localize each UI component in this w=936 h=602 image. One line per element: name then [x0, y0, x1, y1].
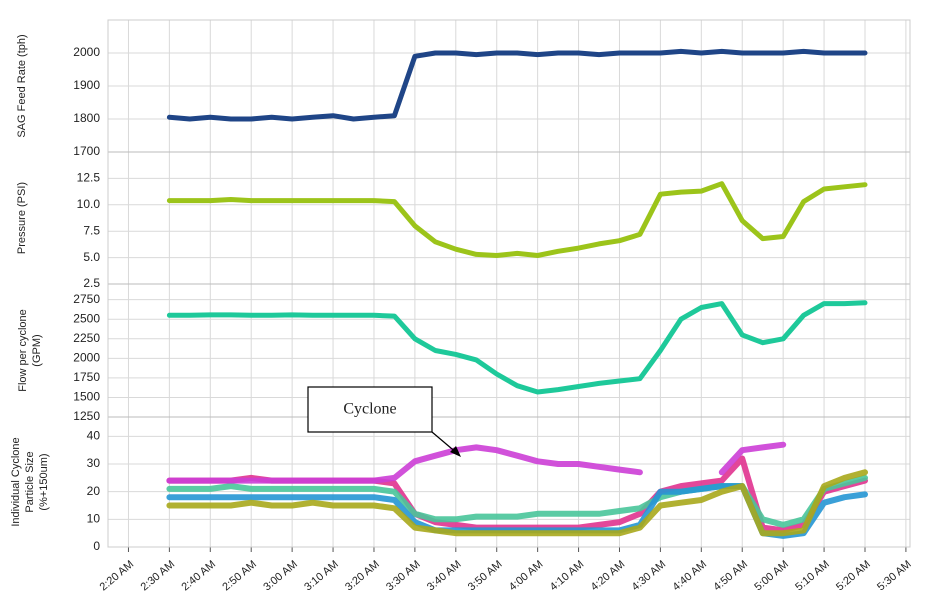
grid-layer: [107, 19, 911, 552]
y-tick-label: 2500: [73, 311, 100, 325]
y-tick-label: 2000: [73, 45, 100, 59]
y-tick-label: 40: [87, 429, 101, 443]
y-tick-label: 5.0: [83, 250, 100, 264]
y-axis-title: Individual Cyclone: [10, 437, 22, 526]
data-line: [166, 300, 868, 395]
y-tick-label: 1800: [73, 111, 100, 125]
annotation-text: Cyclone: [343, 401, 396, 418]
y-tick-label: 1250: [73, 409, 100, 423]
y-tick-label: 12.5: [77, 171, 101, 185]
y-axis-title: SAG Feed Rate (tph): [16, 34, 28, 137]
y-tick-label: 1900: [73, 78, 100, 92]
data-line: [166, 444, 643, 484]
y-tick-label: 10: [87, 512, 101, 526]
y-tick-label: 30: [87, 456, 101, 470]
y-tick-label: 20: [87, 484, 101, 498]
plot-border: [107, 19, 911, 548]
y-tick-label: 1500: [73, 390, 100, 404]
y-tick-label: 1750: [73, 370, 100, 384]
y-tick-label: 2.5: [83, 276, 100, 290]
y-tick-label: 2750: [73, 292, 100, 306]
y-tick-label: 7.5: [83, 223, 100, 237]
data-layer: [166, 48, 868, 539]
y-axis-title: Flow per cyclone: [17, 309, 29, 392]
y-tick-label: 0: [93, 539, 100, 553]
data-line: [166, 181, 868, 258]
y-tick-label: 2000: [73, 350, 100, 364]
y-axis-title: (%+150um): [38, 453, 50, 510]
y-tick-label: 2250: [73, 331, 100, 345]
data-line: [718, 441, 787, 476]
y-axis-title: Pressure (PSI): [16, 182, 28, 254]
annotation-arrowhead: [450, 446, 461, 457]
y-axis-title: (GPM): [31, 334, 43, 366]
y-tick-label: 10.0: [77, 197, 101, 211]
data-line: [166, 469, 868, 537]
y-axis-title: Particle Size: [24, 451, 36, 512]
y-tick-label: 1700: [73, 144, 100, 158]
annotation-box: [307, 386, 433, 433]
data-line: [166, 48, 868, 122]
